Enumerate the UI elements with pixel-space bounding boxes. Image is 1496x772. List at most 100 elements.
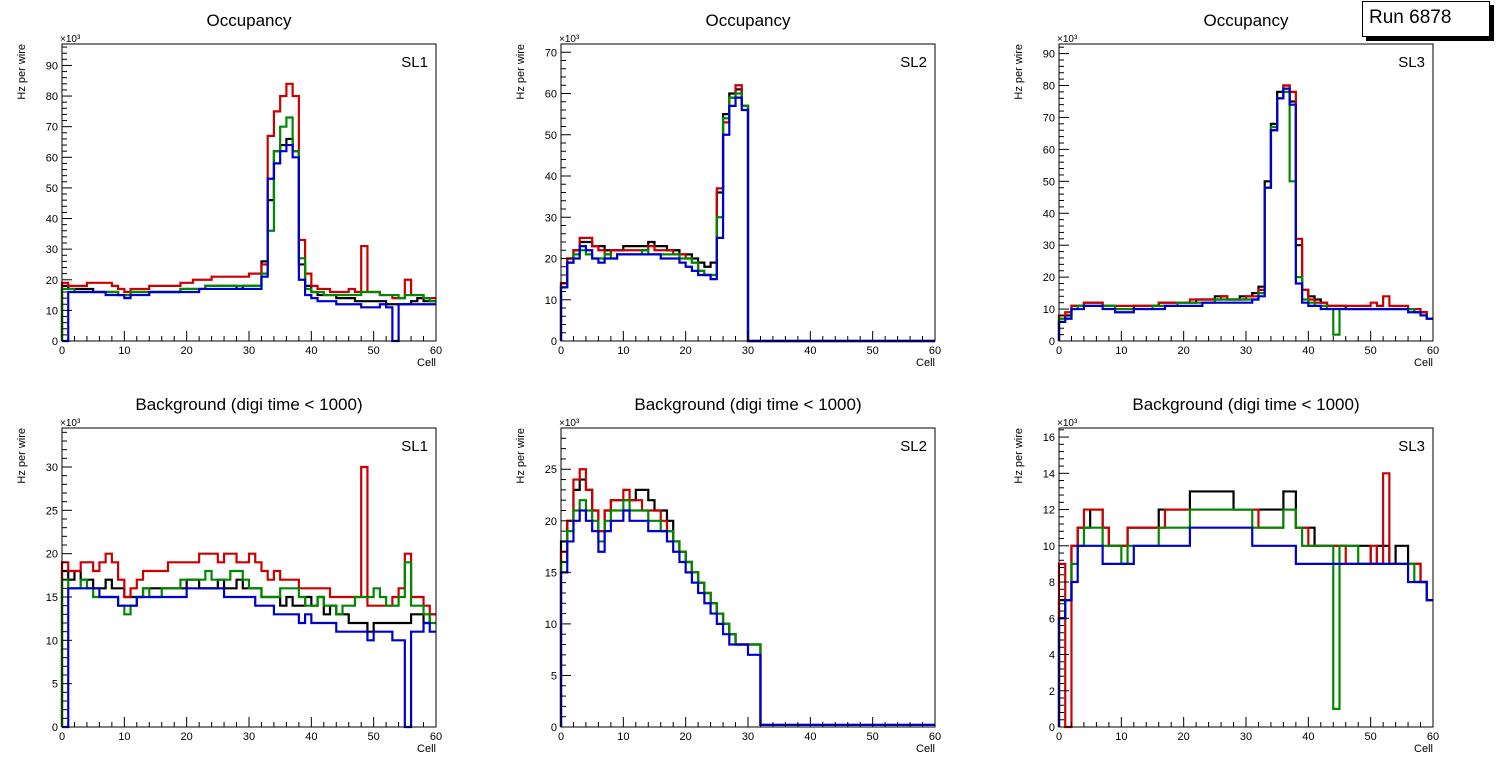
y-tick-label: 40 [545,171,557,183]
y-tick-label: 25 [46,505,58,517]
y-scale-label: ×10³ [559,418,580,429]
series-blue-line [62,143,436,343]
y-tick-label: 0 [1049,722,1055,734]
y-scale-label: ×10³ [60,418,81,429]
series-black-line [60,137,436,341]
x-tick-label: 40 [305,345,317,357]
y-tick-label: 20 [46,549,58,561]
y-tick-label: 80 [46,91,58,103]
y-tick-label: 60 [1043,144,1055,156]
y-tick-label: 30 [545,212,557,224]
y-tick-label: 30 [46,462,58,474]
x-axis-label: Cell [916,743,935,755]
y-axis-label: Hz per wire [1013,44,1025,100]
series-blue-line [559,96,935,343]
superlayer-label: SL2 [900,54,927,71]
y-axis-label: Hz per wire [16,428,28,484]
x-tick-label: 50 [368,731,380,743]
series-red-line [559,468,935,727]
x-tick-label: 50 [368,345,380,357]
x-tick-label: 20 [1178,345,1190,357]
histogram-panel-4: Background (digi time < 1000) SL1 0 10 20 30 4… [16,395,442,755]
y-tick-label: 10 [1043,304,1055,316]
x-axis-label: Cell [417,357,436,369]
y-tick-label: 10 [545,619,557,631]
chart-title: Occupancy [206,11,292,30]
superlayer-label: SL1 [401,438,428,455]
y-tick-label: 15 [545,567,557,579]
x-tick-label: 30 [742,731,754,743]
y-tick-label: 80 [1043,81,1055,93]
x-tick-label: 50 [867,731,879,743]
y-tick-label: 0 [52,336,58,348]
x-tick-label: 50 [1365,345,1377,357]
y-scale-label: ×10³ [60,34,81,45]
plot-frame [560,427,936,728]
x-tick-label: 50 [1365,731,1377,743]
histogram-panel-3: Occupancy SL3 0 10 20 30 40 50 60 0 10 20 30 40 50 60 70… [1013,11,1439,369]
x-tick-label: 60 [929,345,941,357]
x-tick-label: 0 [1056,731,1062,743]
x-tick-label: 10 [118,731,130,743]
histogram-panel-1: Occupancy SL1 0 10 20 30 40 50 60 0 10 20 30 40 50 60 70… [16,11,442,369]
x-tick-label: 40 [804,731,816,743]
y-tick-label: 5 [52,679,58,691]
y-tick-label: 30 [46,244,58,256]
x-tick-label: 10 [617,731,629,743]
series-blue-line [1057,526,1433,727]
y-tick-label: 10 [46,635,58,647]
y-tick-label: 50 [46,183,58,195]
superlayer-label: SL3 [1398,54,1425,71]
x-axis-label: Cell [417,743,436,755]
y-tick-label: 6 [1049,613,1055,625]
y-tick-label: 70 [1043,112,1055,124]
x-tick-label: 10 [1115,345,1127,357]
y-tick-label: 14 [1043,468,1055,480]
series-blue-line [1057,87,1433,341]
x-tick-label: 10 [617,345,629,357]
y-tick-label: 0 [551,722,557,734]
y-tick-label: 40 [1043,208,1055,220]
x-tick-label: 60 [430,731,442,743]
x-tick-label: 40 [804,345,816,357]
x-axis-label: Cell [916,357,935,369]
y-tick-label: 20 [545,254,557,266]
y-tick-label: 16 [1043,432,1055,444]
y-axis-label: Hz per wire [515,44,527,100]
x-tick-label: 0 [59,345,65,357]
superlayer-label: SL3 [1398,438,1425,455]
chart-title: Background (digi time < 1000) [135,395,362,414]
x-axis-label: Cell [1414,357,1433,369]
series-blue-line [62,587,436,729]
x-tick-label: 40 [1302,731,1314,743]
y-tick-label: 0 [551,336,557,348]
y-tick-label: 8 [1049,577,1055,589]
x-tick-label: 0 [558,731,564,743]
histogram-panel-2: Occupancy SL2 0 10 20 30 40 50 60 0 10 20 30 40 50 60 70… [515,11,941,369]
y-tick-label: 70 [545,47,557,59]
y-tick-label: 10 [46,305,58,317]
chart-title: Occupancy [705,11,791,30]
x-tick-label: 30 [243,731,255,743]
x-tick-label: 30 [243,345,255,357]
y-scale-label: ×10³ [1057,34,1078,45]
y-tick-label: 0 [52,722,58,734]
x-tick-label: 60 [929,731,941,743]
y-tick-label: 10 [1043,541,1055,553]
series-blue-line [559,509,935,727]
y-axis-label: Hz per wire [16,44,28,100]
x-tick-label: 40 [1302,345,1314,357]
y-tick-label: 30 [1043,240,1055,252]
y-scale-label: ×10³ [559,34,580,45]
series-red-line [60,82,436,341]
y-tick-label: 60 [545,89,557,101]
run-label-box: Run 6878 [1362,1,1490,37]
y-tick-label: 5 [551,670,557,682]
x-tick-label: 10 [118,345,130,357]
run-label: Run 6878 [1369,7,1452,28]
x-tick-label: 0 [1056,345,1062,357]
y-tick-label: 20 [1043,272,1055,284]
series-green-line [60,561,436,727]
x-tick-label: 0 [558,345,564,357]
